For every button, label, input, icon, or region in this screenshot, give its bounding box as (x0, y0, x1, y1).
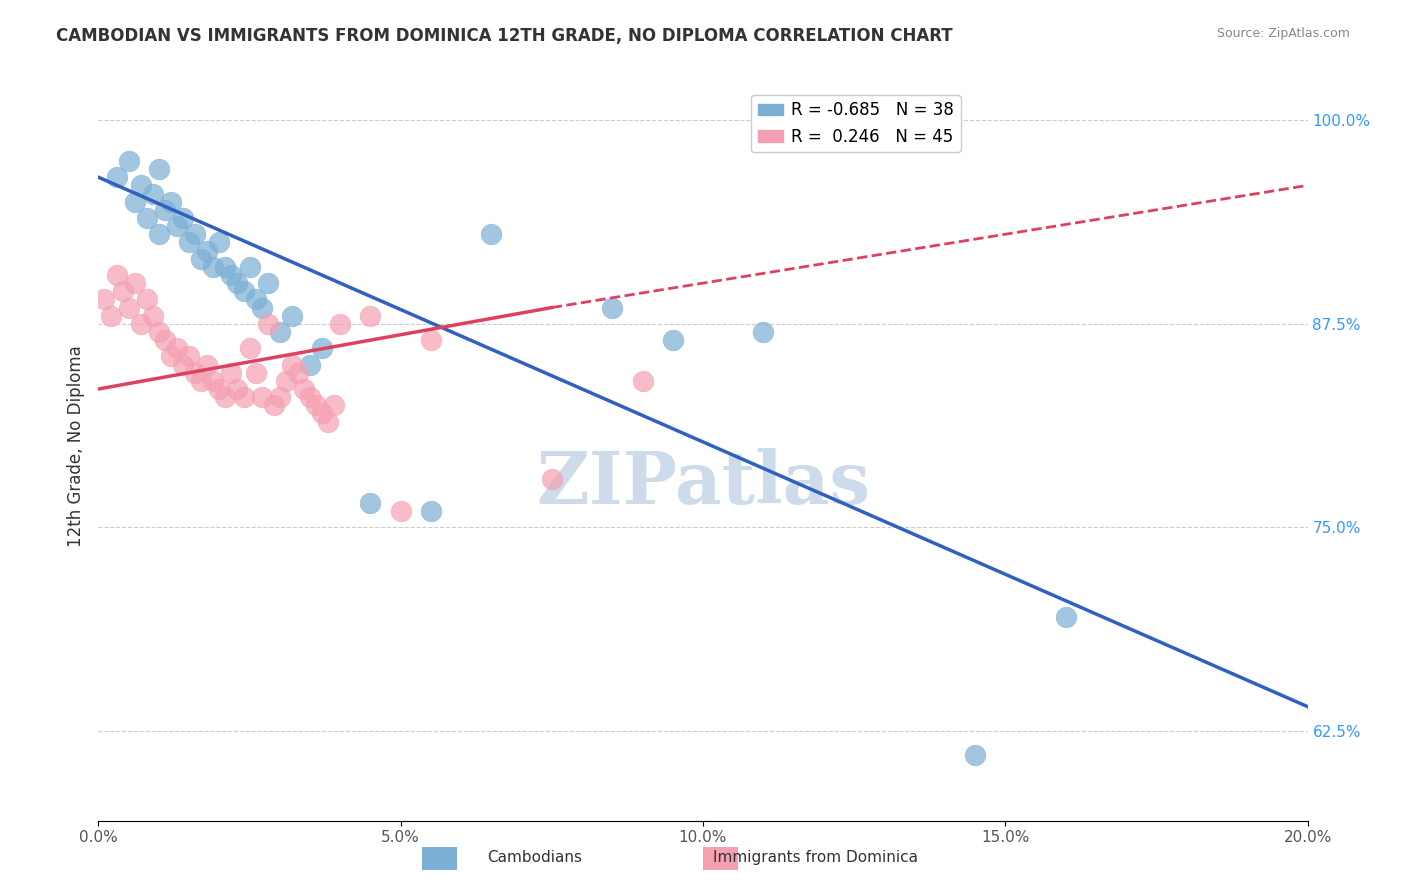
Point (661, 333, 683, 347)
Point (190, 252, 212, 266)
Point (420, 333, 443, 347)
Point (202, 260, 225, 274)
Point (208, 235, 231, 250)
Point (148, 325, 170, 339)
Point (256, 276, 278, 290)
Point (274, 374, 297, 388)
Point (214, 390, 236, 404)
Point (153, 333, 176, 347)
Point (190, 374, 212, 388)
Point (184, 227, 207, 242)
Y-axis label: 12th Grade, No Diploma: 12th Grade, No Diploma (66, 345, 84, 547)
Point (292, 382, 315, 396)
Point (250, 390, 273, 404)
Point (129, 178, 152, 193)
Point (232, 285, 254, 299)
Point (172, 358, 194, 372)
Point (389, 504, 412, 518)
Point (631, 374, 654, 388)
Point (124, 276, 146, 290)
Point (118, 301, 141, 315)
Point (316, 415, 339, 429)
Point (360, 496, 382, 510)
Point (148, 162, 170, 177)
Point (148, 227, 170, 242)
Point (160, 194, 183, 209)
Point (172, 211, 194, 225)
Point (100, 309, 122, 323)
Point (226, 276, 249, 290)
Point (179, 350, 201, 364)
Point (124, 194, 146, 209)
Point (311, 406, 333, 420)
Point (269, 390, 291, 404)
Point (214, 260, 236, 274)
Point (305, 398, 328, 412)
Point (420, 504, 443, 518)
Text: CAMBODIAN VS IMMIGRANTS FROM DOMINICA 12TH GRADE, NO DIPLOMA CORRELATION CHART: CAMBODIAN VS IMMIGRANTS FROM DOMINICA 12… (56, 27, 953, 45)
Point (153, 202, 176, 217)
Point (263, 398, 285, 412)
Point (239, 260, 262, 274)
Point (250, 301, 273, 315)
Point (142, 186, 165, 201)
Point (221, 366, 243, 380)
Point (299, 358, 322, 372)
Point (481, 227, 503, 242)
Point (1054, 610, 1077, 624)
Point (208, 382, 231, 396)
Point (135, 211, 157, 225)
Point (111, 285, 134, 299)
Point (179, 235, 201, 250)
Point (540, 472, 562, 486)
Point (232, 390, 254, 404)
Point (269, 325, 291, 339)
Point (202, 374, 225, 388)
Point (142, 309, 165, 323)
Point (166, 341, 188, 355)
Point (287, 366, 309, 380)
Point (160, 350, 183, 364)
Text: Cambodians: Cambodians (486, 850, 582, 865)
Point (93, 293, 115, 307)
Point (752, 325, 775, 339)
Point (195, 358, 218, 372)
Point (135, 293, 157, 307)
Point (965, 748, 987, 763)
Point (360, 309, 382, 323)
Point (256, 317, 278, 331)
Point (226, 382, 249, 396)
Point (239, 341, 262, 355)
Point (245, 366, 267, 380)
Legend: R = -0.685   N = 38, R =  0.246   N = 45: R = -0.685 N = 38, R = 0.246 N = 45 (751, 95, 960, 153)
Text: ZIPatlas: ZIPatlas (536, 448, 870, 519)
Point (311, 341, 333, 355)
Point (602, 301, 624, 315)
Point (105, 170, 128, 185)
Point (221, 268, 243, 282)
Point (129, 317, 152, 331)
Point (184, 366, 207, 380)
Point (329, 317, 352, 331)
Point (281, 358, 304, 372)
Point (245, 293, 267, 307)
Point (195, 244, 218, 258)
Point (105, 268, 128, 282)
Point (281, 309, 304, 323)
Text: Immigrants from Dominica: Immigrants from Dominica (713, 850, 918, 865)
Point (118, 153, 141, 168)
Point (166, 219, 188, 233)
Point (323, 398, 346, 412)
Point (299, 390, 322, 404)
Text: Source: ZipAtlas.com: Source: ZipAtlas.com (1216, 27, 1350, 40)
